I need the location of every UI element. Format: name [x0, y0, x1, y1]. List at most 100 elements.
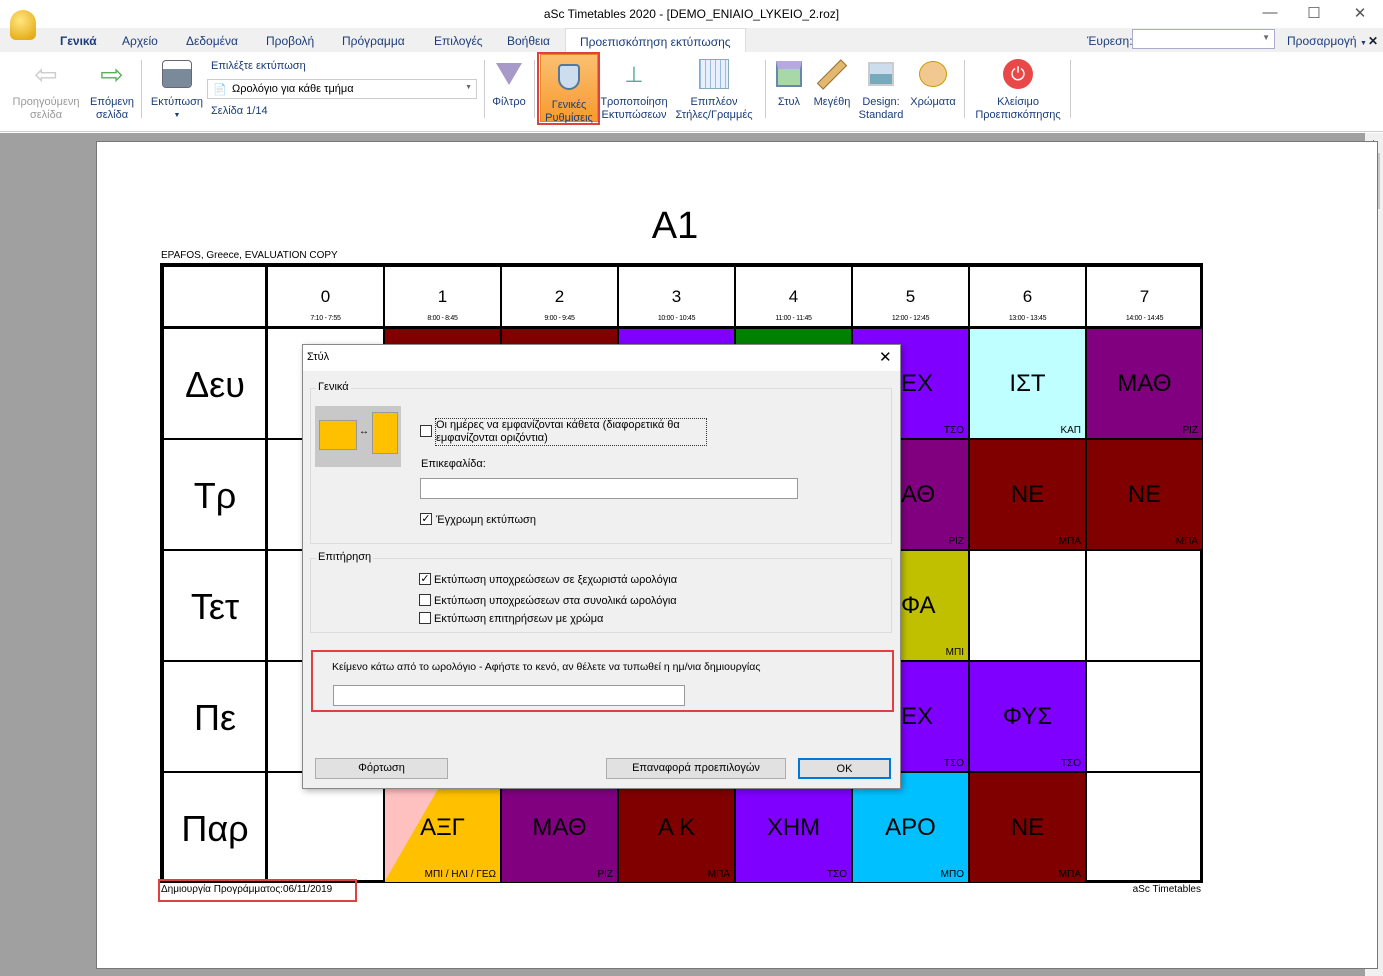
period-header: 6 13:00 - 13:45 [969, 266, 1086, 328]
print-type-select[interactable]: 📄 Ωρολόγιο για κάθε τμήμα ▼ [207, 79, 477, 99]
tab-general[interactable]: Γενικά [60, 34, 97, 48]
subject-label: ΝΕ [1010, 481, 1045, 509]
next-page-label: Επόμενη σελίδα [90, 96, 134, 121]
ok-button[interactable]: OK [798, 758, 891, 779]
shield-icon [541, 55, 597, 99]
reset-defaults-button[interactable]: Επαναφορά προεπιλογών [606, 758, 786, 779]
lesson-cell: ΝΕ ΜΠΑ [1086, 439, 1203, 550]
separator [1070, 60, 1071, 118]
supervision-group-label: Επιτήρηση [316, 551, 374, 563]
app-logo-icon[interactable] [10, 10, 36, 40]
picture-pencil-icon [856, 52, 906, 96]
opt2-checkbox[interactable] [419, 594, 431, 606]
extra-columns-button[interactable]: Επιπλέον Στήλες/Γραμμές [672, 52, 756, 124]
teacher-label: ΡΙΖ [1182, 425, 1198, 436]
lesson-cell: ΝΕ ΜΠΑ [969, 772, 1086, 883]
subject-label: ΑΡΟ [885, 814, 936, 842]
footer-text-input[interactable] [333, 685, 685, 706]
teacher-label: ΜΠΑ [1058, 869, 1081, 880]
period-header: 0 7:10 - 7:55 [267, 266, 384, 328]
lesson-cell: ΑΞΓ ΜΠΙ / ΗΛΙ / ΓΕΩ [384, 772, 501, 883]
opt1-label: Εκτύπωση υποχρεώσεων σε ξεχωριστά ωρολόγ… [434, 574, 678, 586]
design-label: Design: Standard [858, 96, 904, 121]
period-time: 7:10 - 7:55 [310, 315, 341, 322]
printer-icon [147, 52, 207, 96]
teacher-label: ΜΠΙ / ΗΛΙ / ΓΕΩ [424, 869, 496, 880]
close-preview-button[interactable]: ⏻ Κλείσιμο Προεπισκόπησης [970, 52, 1066, 124]
subject-label: Α Κ [657, 814, 696, 842]
day-label-cell: Δευ [163, 328, 267, 439]
chevron-down-icon: ▼ [1359, 40, 1367, 47]
next-page-button[interactable]: ⇨ Επόμενη σελίδα [88, 52, 136, 124]
subject-label: ΜΑΘ [1117, 370, 1172, 398]
close-ribbon-icon[interactable]: ✕ [1368, 34, 1379, 48]
search-input[interactable]: ▼ [1132, 29, 1275, 49]
subject-label: ΙΣΤ [1009, 370, 1046, 398]
lesson-cell: ΧΗΜ ΤΣΟ [735, 772, 852, 883]
lesson-cell: ΙΣΤ ΚΑΠ [969, 328, 1086, 439]
lesson-cell: ΦΥΣ ΤΣΟ [969, 661, 1086, 772]
colors-button[interactable]: Χρώματα [906, 52, 960, 124]
period-time: 10:00 - 10:45 [657, 315, 696, 322]
period-header: 4 11:00 - 11:45 [735, 266, 852, 328]
teacher-label: ΜΠΙ [945, 647, 964, 658]
vertical-days-checkbox[interactable] [420, 425, 432, 437]
subject-label: ΦΑ [901, 592, 936, 620]
extra-columns-label: Επιπλέον Στήλες/Γραμμές [675, 96, 753, 121]
prev-page-label: Προηγούμενη σελίδα [12, 96, 80, 121]
supervision-group [310, 558, 892, 633]
modify-prints-button[interactable]: ⊥ Τροποποίηση Εκτυπώσεων [598, 52, 670, 124]
period-header: 3 10:00 - 10:45 [618, 266, 735, 328]
tab-file[interactable]: Αρχείο [122, 34, 158, 48]
style-label: Στυλ [777, 96, 801, 108]
page-indicator: Σελίδα 1/14 [211, 105, 268, 117]
maximize-button[interactable]: ☐ [1307, 5, 1321, 22]
tab-help[interactable]: Βοήθεια [507, 34, 550, 48]
close-window-button[interactable]: ✕ [1353, 5, 1367, 22]
teacher-label: ΜΠΑ [1058, 536, 1081, 547]
design-button[interactable]: Design: Standard [856, 52, 906, 124]
footer-text-label: Κείμενο κάτω από το ωρολόγιο - Αφήστε το… [332, 661, 761, 673]
grid-icon [672, 52, 756, 96]
header-separator [163, 326, 1203, 329]
tab-timetable[interactable]: Πρόγραμμα [342, 34, 405, 48]
subject-label: ΜΑΘ [532, 814, 587, 842]
subject-label: ΑΞΓ [420, 814, 465, 842]
print-button[interactable]: Εκτύπωση ▼ [147, 52, 207, 124]
search-label: Έυρεση: [1087, 34, 1133, 48]
tab-data[interactable]: Δεδομένα [186, 34, 238, 48]
style-button[interactable]: Στυλ [772, 52, 806, 124]
day-label: Πε [193, 697, 237, 738]
layout-icon [772, 52, 806, 96]
close-preview-label: Κλείσιμο Προεπισκόπησης [975, 96, 1061, 121]
teacher-label: ΜΠΟ [940, 869, 964, 880]
load-button[interactable]: Φόρτωση [315, 758, 448, 779]
minimize-button[interactable]: — [1262, 4, 1278, 21]
filter-button[interactable]: Φίλτρο [489, 52, 529, 124]
prev-page-button[interactable]: ⇦ Προηγούμενη σελίδα [6, 52, 86, 124]
color-print-checkbox[interactable]: ✓ [420, 513, 432, 525]
choose-print-label: Επιλέξτε εκτύπωση [211, 60, 306, 72]
general-settings-button[interactable]: Γενικές Ρυθμίσεις [540, 54, 598, 124]
opt1-checkbox[interactable]: ✓ [419, 573, 431, 585]
opt3-checkbox[interactable] [419, 612, 431, 624]
period-time: 12:00 - 12:45 [891, 315, 930, 322]
sizes-button[interactable]: Μεγέθη [810, 52, 854, 124]
period-number: 6 [1022, 287, 1033, 306]
window-title: aSc Timetables 2020 - [DEMO_ENIAIO_LYKEI… [543, 7, 840, 21]
day-label-cell: Πε [163, 661, 267, 772]
teacher-label: ΤΣΟ [826, 869, 847, 880]
subject-label: ΕΧ [901, 703, 934, 731]
header-input[interactable] [420, 478, 798, 499]
period-time: 8:00 - 8:45 [427, 315, 458, 322]
general-group-label: Γενικά [316, 381, 351, 393]
dialog-close-icon[interactable]: ✕ [879, 349, 892, 366]
teacher-label: ΤΣΟ [943, 758, 964, 769]
subject-label: ΧΗΜ [766, 814, 821, 842]
tab-options[interactable]: Επιλογές [434, 34, 483, 48]
teacher-label: ΤΣΟ [1060, 758, 1081, 769]
customize-menu[interactable]: Προσαρμογή ▼ [1287, 34, 1367, 48]
tab-print-preview[interactable]: Προεπισκόπηση εκτύπωσης [565, 28, 746, 52]
period-header: 5 12:00 - 12:45 [852, 266, 969, 328]
tab-view[interactable]: Προβολή [266, 34, 315, 48]
